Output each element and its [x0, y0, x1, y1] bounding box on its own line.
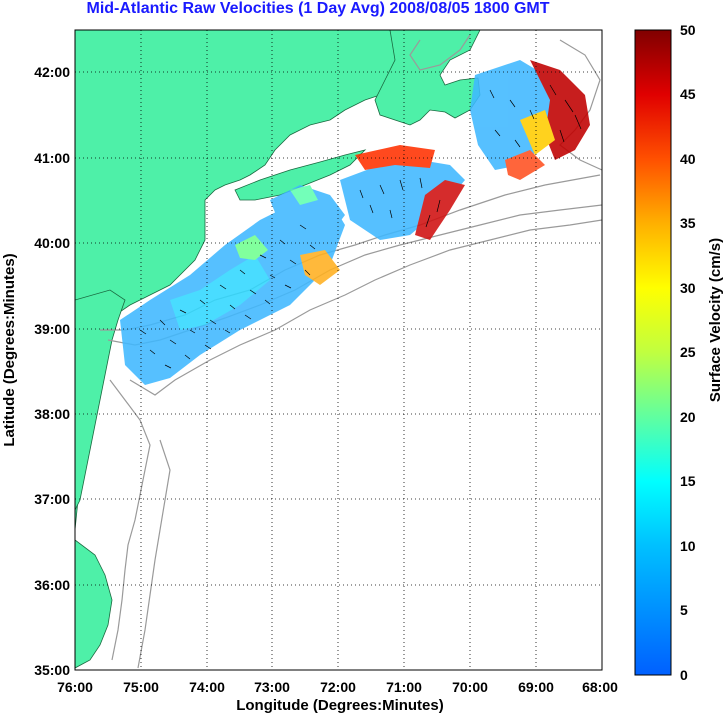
colorbar-tick-label: 35	[680, 215, 696, 231]
land-cape-cod	[374, 30, 481, 126]
x-tick-label: 68:00	[582, 679, 618, 695]
colorbar-tick-label: 15	[680, 473, 696, 489]
colorbar-tick-labels: 50 45 40 35 30 25 20 15 10 5 0	[680, 22, 696, 683]
colorbar-tick-label: 40	[680, 151, 696, 167]
y-tick-label: 36:00	[34, 577, 70, 593]
x-axis-label: Longitude (Degrees:Minutes)	[236, 697, 444, 714]
land-delmarva	[75, 289, 126, 511]
x-tick-labels: 76:00 75:00 74:00 73:00 72:00 71:00 70:0…	[57, 679, 618, 695]
velocity-arrows	[139, 84, 582, 369]
y-tick-label: 35:00	[34, 662, 70, 678]
colorbar-tick-label: 20	[680, 409, 696, 425]
colorbar	[634, 29, 672, 676]
land-outer-banks	[75, 539, 113, 669]
map-title: Mid-Atlantic Raw Velocities (1 Day Avg) …	[86, 0, 550, 17]
x-tick-label: 69:00	[518, 679, 554, 695]
colorbar-tick-label: 50	[680, 22, 696, 38]
colorbar-label: Surface Velocity (cm/s)	[707, 238, 724, 402]
y-tick-label: 42:00	[34, 64, 70, 80]
y-tick-label: 41:00	[34, 150, 70, 166]
y-tick-labels: 42:00 41:00 40:00 39:00 38:00 37:00 36:0…	[34, 64, 70, 678]
y-tick-label: 39:00	[34, 321, 70, 337]
colorbar-tick-label: 45	[680, 86, 696, 102]
plot-frame	[74, 29, 603, 671]
x-tick-label: 75:00	[123, 679, 159, 695]
colorbar-tick-label: 30	[680, 280, 696, 296]
y-tick-label: 40:00	[34, 235, 70, 251]
x-tick-label: 74:00	[189, 679, 225, 695]
y-tick-label: 37:00	[34, 491, 70, 507]
y-tick-label: 38:00	[34, 406, 70, 422]
x-tick-label: 70:00	[452, 679, 488, 695]
x-tick-label: 72:00	[320, 679, 356, 695]
colorbar-tick-label: 0	[680, 667, 688, 683]
colorbar-tick-label: 25	[680, 344, 696, 360]
velocity-field	[120, 60, 590, 385]
x-tick-label: 71:00	[386, 679, 422, 695]
x-tick-label: 73:00	[254, 679, 290, 695]
x-tick-label: 76:00	[57, 679, 93, 695]
land-long-island	[234, 149, 367, 201]
colorbar-tick-label: 5	[680, 602, 688, 618]
y-axis-label: Latitude (Degrees:Minutes)	[1, 253, 18, 446]
grid-lines	[75, 30, 602, 670]
colorbar-tick-label: 10	[680, 538, 696, 554]
